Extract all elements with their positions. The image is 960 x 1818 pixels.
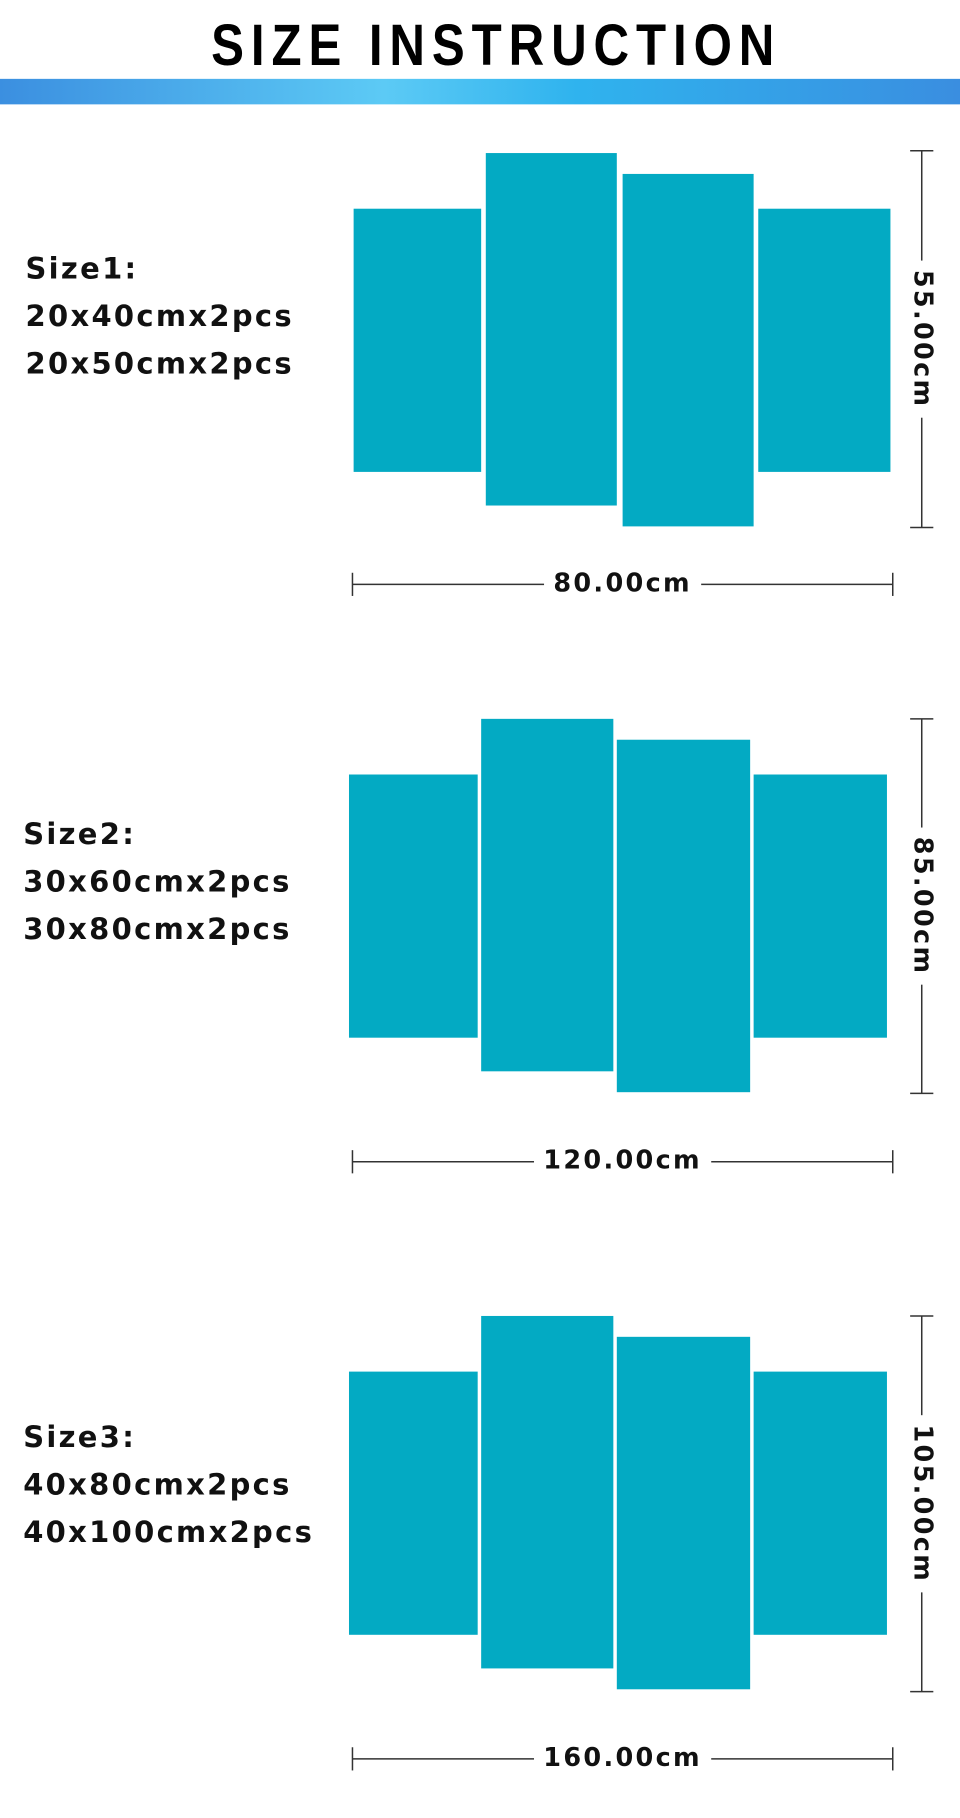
- canvas-panel: [348, 774, 478, 1038]
- size-spec: 30x60cmx2pcs: [23, 865, 292, 899]
- canvas-panel: [758, 208, 891, 472]
- width-label: 160.00cm: [543, 1743, 702, 1773]
- canvas-panel: [622, 173, 754, 527]
- size-spec: 20x50cmx2pcs: [26, 346, 295, 380]
- label-bg: [534, 1743, 712, 1774]
- canvas-panel: [616, 1336, 751, 1690]
- size-spec: 40x80cmx2pcs: [23, 1468, 292, 1502]
- label-bg: [906, 260, 937, 418]
- canvas-panel: [753, 1371, 887, 1635]
- page-title: SIZE INSTRUCTION: [211, 13, 781, 78]
- label-bg: [534, 1146, 712, 1177]
- canvas-panel: [348, 1371, 478, 1635]
- canvas-panel: [616, 739, 751, 1093]
- canvas-panel: [481, 1315, 614, 1669]
- label-bg: [906, 827, 937, 985]
- width-label: 120.00cm: [543, 1146, 702, 1176]
- label-bg: [544, 569, 702, 600]
- size-spec: 30x80cmx2pcs: [23, 912, 292, 946]
- canvas-panel: [485, 153, 617, 506]
- size-spec: 40x100cmx2pcs: [23, 1515, 314, 1549]
- size-spec: 20x40cmx2pcs: [26, 299, 295, 333]
- height-label: 105.00cm: [908, 1424, 938, 1583]
- title-band: [0, 78, 960, 105]
- canvas-panel: [353, 208, 482, 472]
- size-label: Size2:: [23, 817, 136, 851]
- height-label: 55.00cm: [908, 270, 938, 409]
- canvas-panel: [481, 718, 614, 1072]
- size-label: Size3:: [23, 1420, 136, 1454]
- size-label: Size1:: [26, 251, 139, 285]
- height-label: 85.00cm: [908, 837, 938, 976]
- canvas-panel: [753, 774, 887, 1038]
- width-label: 80.00cm: [553, 568, 692, 598]
- label-bg: [906, 1415, 937, 1593]
